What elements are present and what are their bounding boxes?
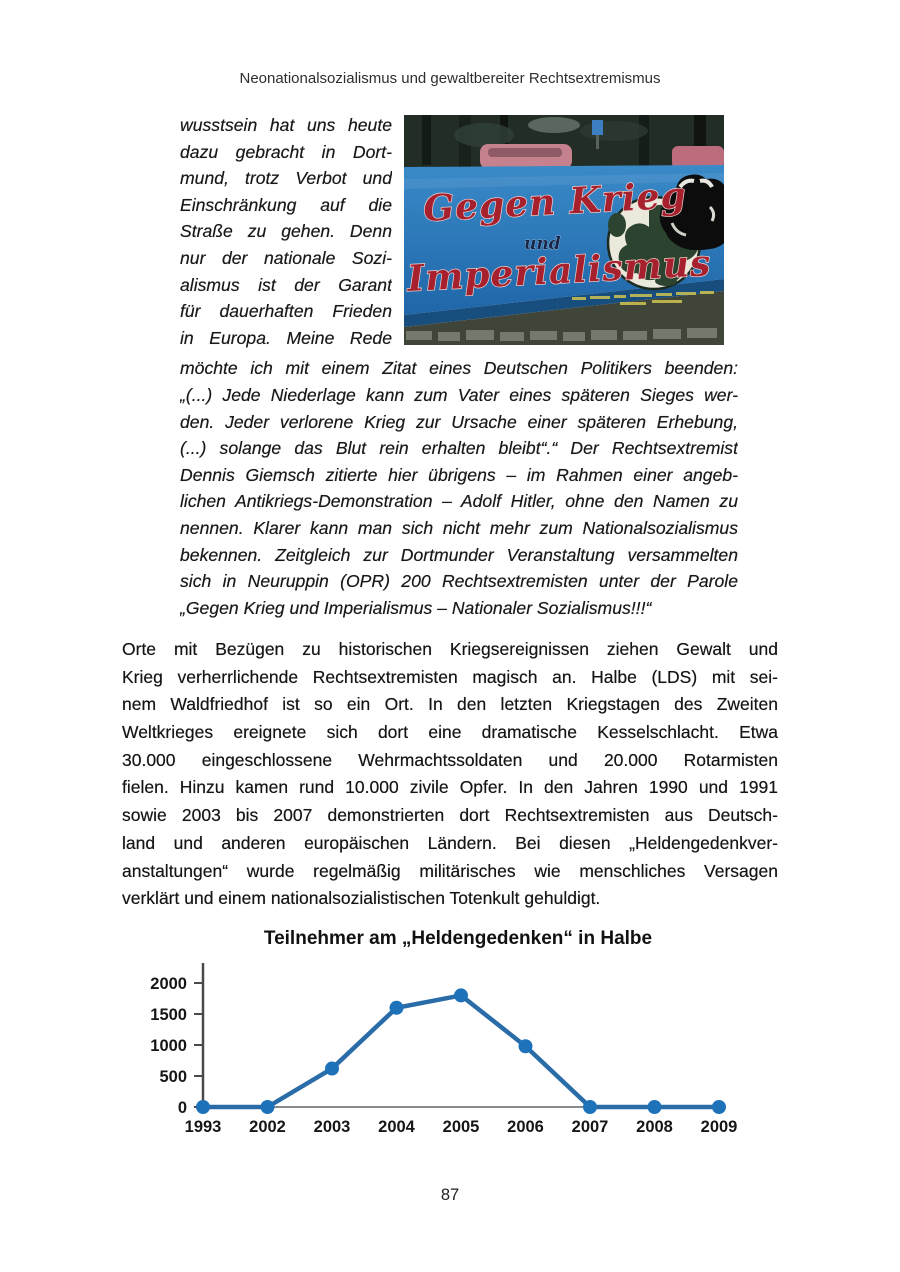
quote-line: lichen Antikriegs-Demonstration – Adolf …: [180, 491, 738, 512]
quote-line: für dauerhaften Frieden: [180, 301, 392, 322]
paragraph-line: Orte mit Bezügen zu historischen Kriegse…: [122, 639, 778, 659]
fist-graphic: [659, 174, 724, 251]
quote-line: möchte ich mit einem Zitat eines Deutsch…: [180, 358, 738, 379]
quote-line: in Europa. Meine Rede: [180, 327, 392, 348]
paragraph-line: Weltkrieges ereignete sich dort eine dra…: [122, 722, 778, 743]
svg-text:2007: 2007: [572, 1118, 609, 1136]
paragraph-line: sowie 2003 bis 2007 demonstrierten dort …: [122, 805, 778, 826]
photo-cars: [480, 120, 724, 169]
banner-fineprint: [572, 291, 714, 305]
paragraph-line: verklärt und einem nationalsozialistisch…: [122, 888, 601, 909]
quote-line: Straße zu gehen. Denn: [180, 221, 392, 242]
quote-line: sich in Neuruppin (OPR) 200 Rechtsextrem…: [180, 571, 738, 592]
svg-text:2006: 2006: [507, 1118, 544, 1136]
paragraph-line: land und anderen europäischen Ländern. B…: [122, 832, 778, 853]
svg-text:1500: 1500: [150, 1006, 187, 1024]
quote-line: „(...) Jede Niederlage kann zum Vater ei…: [180, 384, 738, 405]
banner-photo: Gegen Krieg und Imperialismus: [404, 115, 724, 345]
svg-text:1000: 1000: [150, 1037, 187, 1055]
paragraph-line: 30.000 eingeschlossene Wehrmachtssoldate…: [122, 749, 778, 770]
quote-line: nur der nationale Sozi-: [180, 247, 392, 268]
paragraph-line: fielen. Hinzu kamen rund 10.000 zivile O…: [122, 777, 778, 798]
quote-line: (...) solange das Blut rein erhalten ble…: [180, 438, 738, 459]
running-header: Neonationalsozialismus und gewaltbereite…: [239, 70, 661, 87]
quote-line: mund, trotz Verbot und: [180, 168, 392, 189]
paragraph-line: anstaltungen“ wurde regelmäßig militäris…: [122, 860, 778, 881]
svg-text:2008: 2008: [636, 1118, 673, 1136]
svg-text:2005: 2005: [443, 1118, 480, 1136]
svg-text:2009: 2009: [701, 1118, 738, 1136]
quote-line: Dennis Giemsch zitierte hier übrigens – …: [180, 464, 738, 485]
quote-line: alismus ist der Garant: [180, 274, 392, 295]
quote-line: wusstsein hat uns heute: [180, 115, 392, 135]
paragraph-line: Krieg verherrlichende Rechtsextremisten …: [122, 666, 778, 687]
quote-line: nennen. Klarer kann man sich nicht mehr …: [180, 517, 738, 538]
quote-block: Gegen Krieg und Imperialismus wusstsein …: [180, 112, 738, 621]
quote-line: bekennen. Zeitgleich zur Dortmunder Vera…: [180, 544, 738, 565]
quote-line: „Gegen Krieg und Imperialismus – Nationa…: [180, 597, 652, 618]
participants-line-chart: 0 500 1000 1500 2000 1993 2002 2003 2004 2005 2006…: [150, 963, 738, 1136]
street-sign: [592, 120, 603, 135]
page-number: 87: [440, 1186, 460, 1204]
svg-text:2004: 2004: [378, 1118, 416, 1136]
svg-text:2003: 2003: [314, 1118, 351, 1136]
banner-text-line2: und: [524, 234, 561, 254]
quote-column-lines: wusstsein hat uns heute dazu gebracht in …: [180, 112, 392, 351]
svg-text:2002: 2002: [249, 1118, 286, 1136]
svg-text:2000: 2000: [150, 975, 187, 993]
body-paragraph: Orte mit Bezügen zu historischen Kriegse…: [122, 636, 778, 913]
chart-title: Teilnehmer am „Heldengedenken“ in Halbe: [263, 928, 653, 949]
quote-line: Einschränkung auf die: [180, 194, 392, 215]
svg-text:0: 0: [178, 1099, 187, 1117]
svg-text:1993: 1993: [185, 1118, 222, 1136]
quote-full-lines: möchte ich mit einem Zitat eines Deutsch…: [180, 355, 738, 621]
quote-line: den. Jeder verlorene Krieg zur Ursache e…: [180, 411, 738, 432]
quote-line: dazu gebracht in Dort-: [180, 141, 392, 162]
paragraph-line: nem Waldfriedhof ist so ein Ort. In den …: [122, 694, 778, 715]
svg-text:500: 500: [159, 1068, 187, 1086]
